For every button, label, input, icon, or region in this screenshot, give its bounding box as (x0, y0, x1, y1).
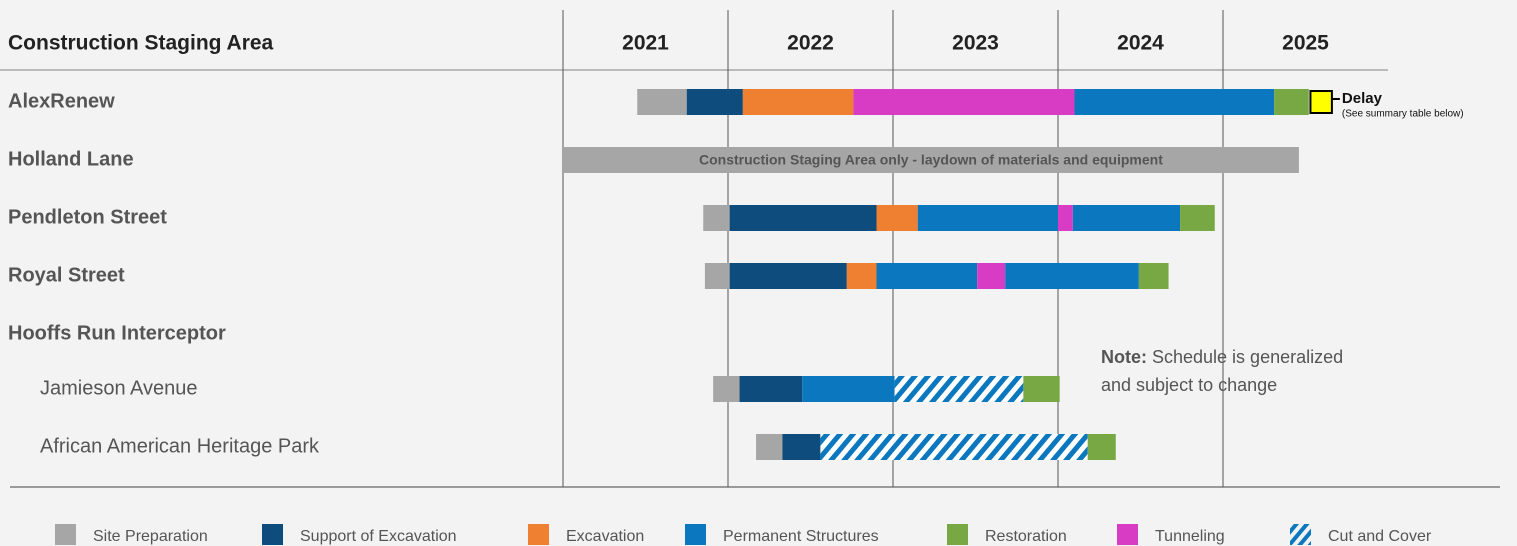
gantt-bar (686, 89, 743, 115)
column-label: 2025 (1282, 32, 1329, 55)
gantt-bar (563, 147, 1299, 173)
gantt-bar (1138, 263, 1169, 289)
bar-label: Construction Staging Area only - laydown… (699, 152, 1163, 168)
legend-label: Excavation (566, 528, 644, 545)
gantt-bar (894, 376, 1024, 402)
note-text: Schedule is generalized (1152, 347, 1343, 367)
row-label: Jamieson Avenue (40, 377, 198, 399)
gantt-bar (876, 263, 978, 289)
gantt-bar (637, 89, 687, 115)
gantt-bar (802, 376, 895, 402)
column-label: 2021 (622, 32, 669, 55)
gantt-bar (1074, 89, 1275, 115)
gantt-bar (1087, 434, 1116, 460)
delay-label: Delay (1342, 90, 1383, 107)
legend-swatch (262, 524, 283, 545)
delay-note: (See summary table below) (1342, 109, 1464, 120)
gantt-bar (713, 376, 740, 402)
gantt-bar (756, 434, 783, 460)
column-label: 2023 (952, 32, 999, 55)
chart-title: Construction Staging Area (8, 32, 274, 55)
legend-swatch (947, 524, 968, 545)
gantt-bar (1005, 263, 1139, 289)
legend-label: Restoration (985, 528, 1067, 545)
gantt-bar (729, 205, 877, 231)
note-label: Note: (1101, 347, 1147, 367)
legend-label: Support of Excavation (300, 528, 457, 545)
column-label: 2024 (1117, 32, 1164, 55)
gantt-bar (742, 89, 854, 115)
gantt-bar (782, 434, 821, 460)
gantt-bar (876, 205, 918, 231)
legend-swatch (528, 524, 549, 545)
gantt-bar (1274, 89, 1309, 115)
legend-swatch (1117, 524, 1138, 545)
gantt-bar (846, 263, 877, 289)
gantt-bar (739, 376, 803, 402)
delay-box (1309, 90, 1333, 114)
row-label: AlexRenew (8, 90, 115, 112)
column-label: 2022 (787, 32, 834, 55)
legend-label: Cut and Cover (1328, 528, 1432, 545)
row-label: Royal Street (8, 264, 125, 286)
legend-label: Permanent Structures (723, 528, 879, 545)
row-label: Holland Lane (8, 148, 134, 170)
legend-label: Site Preparation (93, 528, 208, 545)
note-text: and subject to change (1101, 375, 1277, 395)
gantt-bar (977, 263, 1006, 289)
gantt-bar (1058, 205, 1073, 231)
gantt-bar (820, 434, 1088, 460)
gantt-bar (1072, 205, 1181, 231)
gantt-bar (853, 89, 1075, 115)
gantt-bar (1023, 376, 1060, 402)
legend-swatch (1290, 524, 1311, 545)
legend-label: Tunneling (1155, 528, 1225, 545)
gantt-bar (917, 205, 1058, 231)
legend-swatch (685, 524, 706, 545)
gantt-bar (1180, 205, 1215, 231)
row-label: African American Heritage Park (40, 435, 320, 457)
row-label: Pendleton Street (8, 206, 167, 228)
gantt-bar (704, 263, 730, 289)
gantt-bar (729, 263, 847, 289)
legend-swatch (55, 524, 76, 545)
row-label: Hooffs Run Interceptor (8, 322, 226, 344)
gantt-bar (703, 205, 730, 231)
